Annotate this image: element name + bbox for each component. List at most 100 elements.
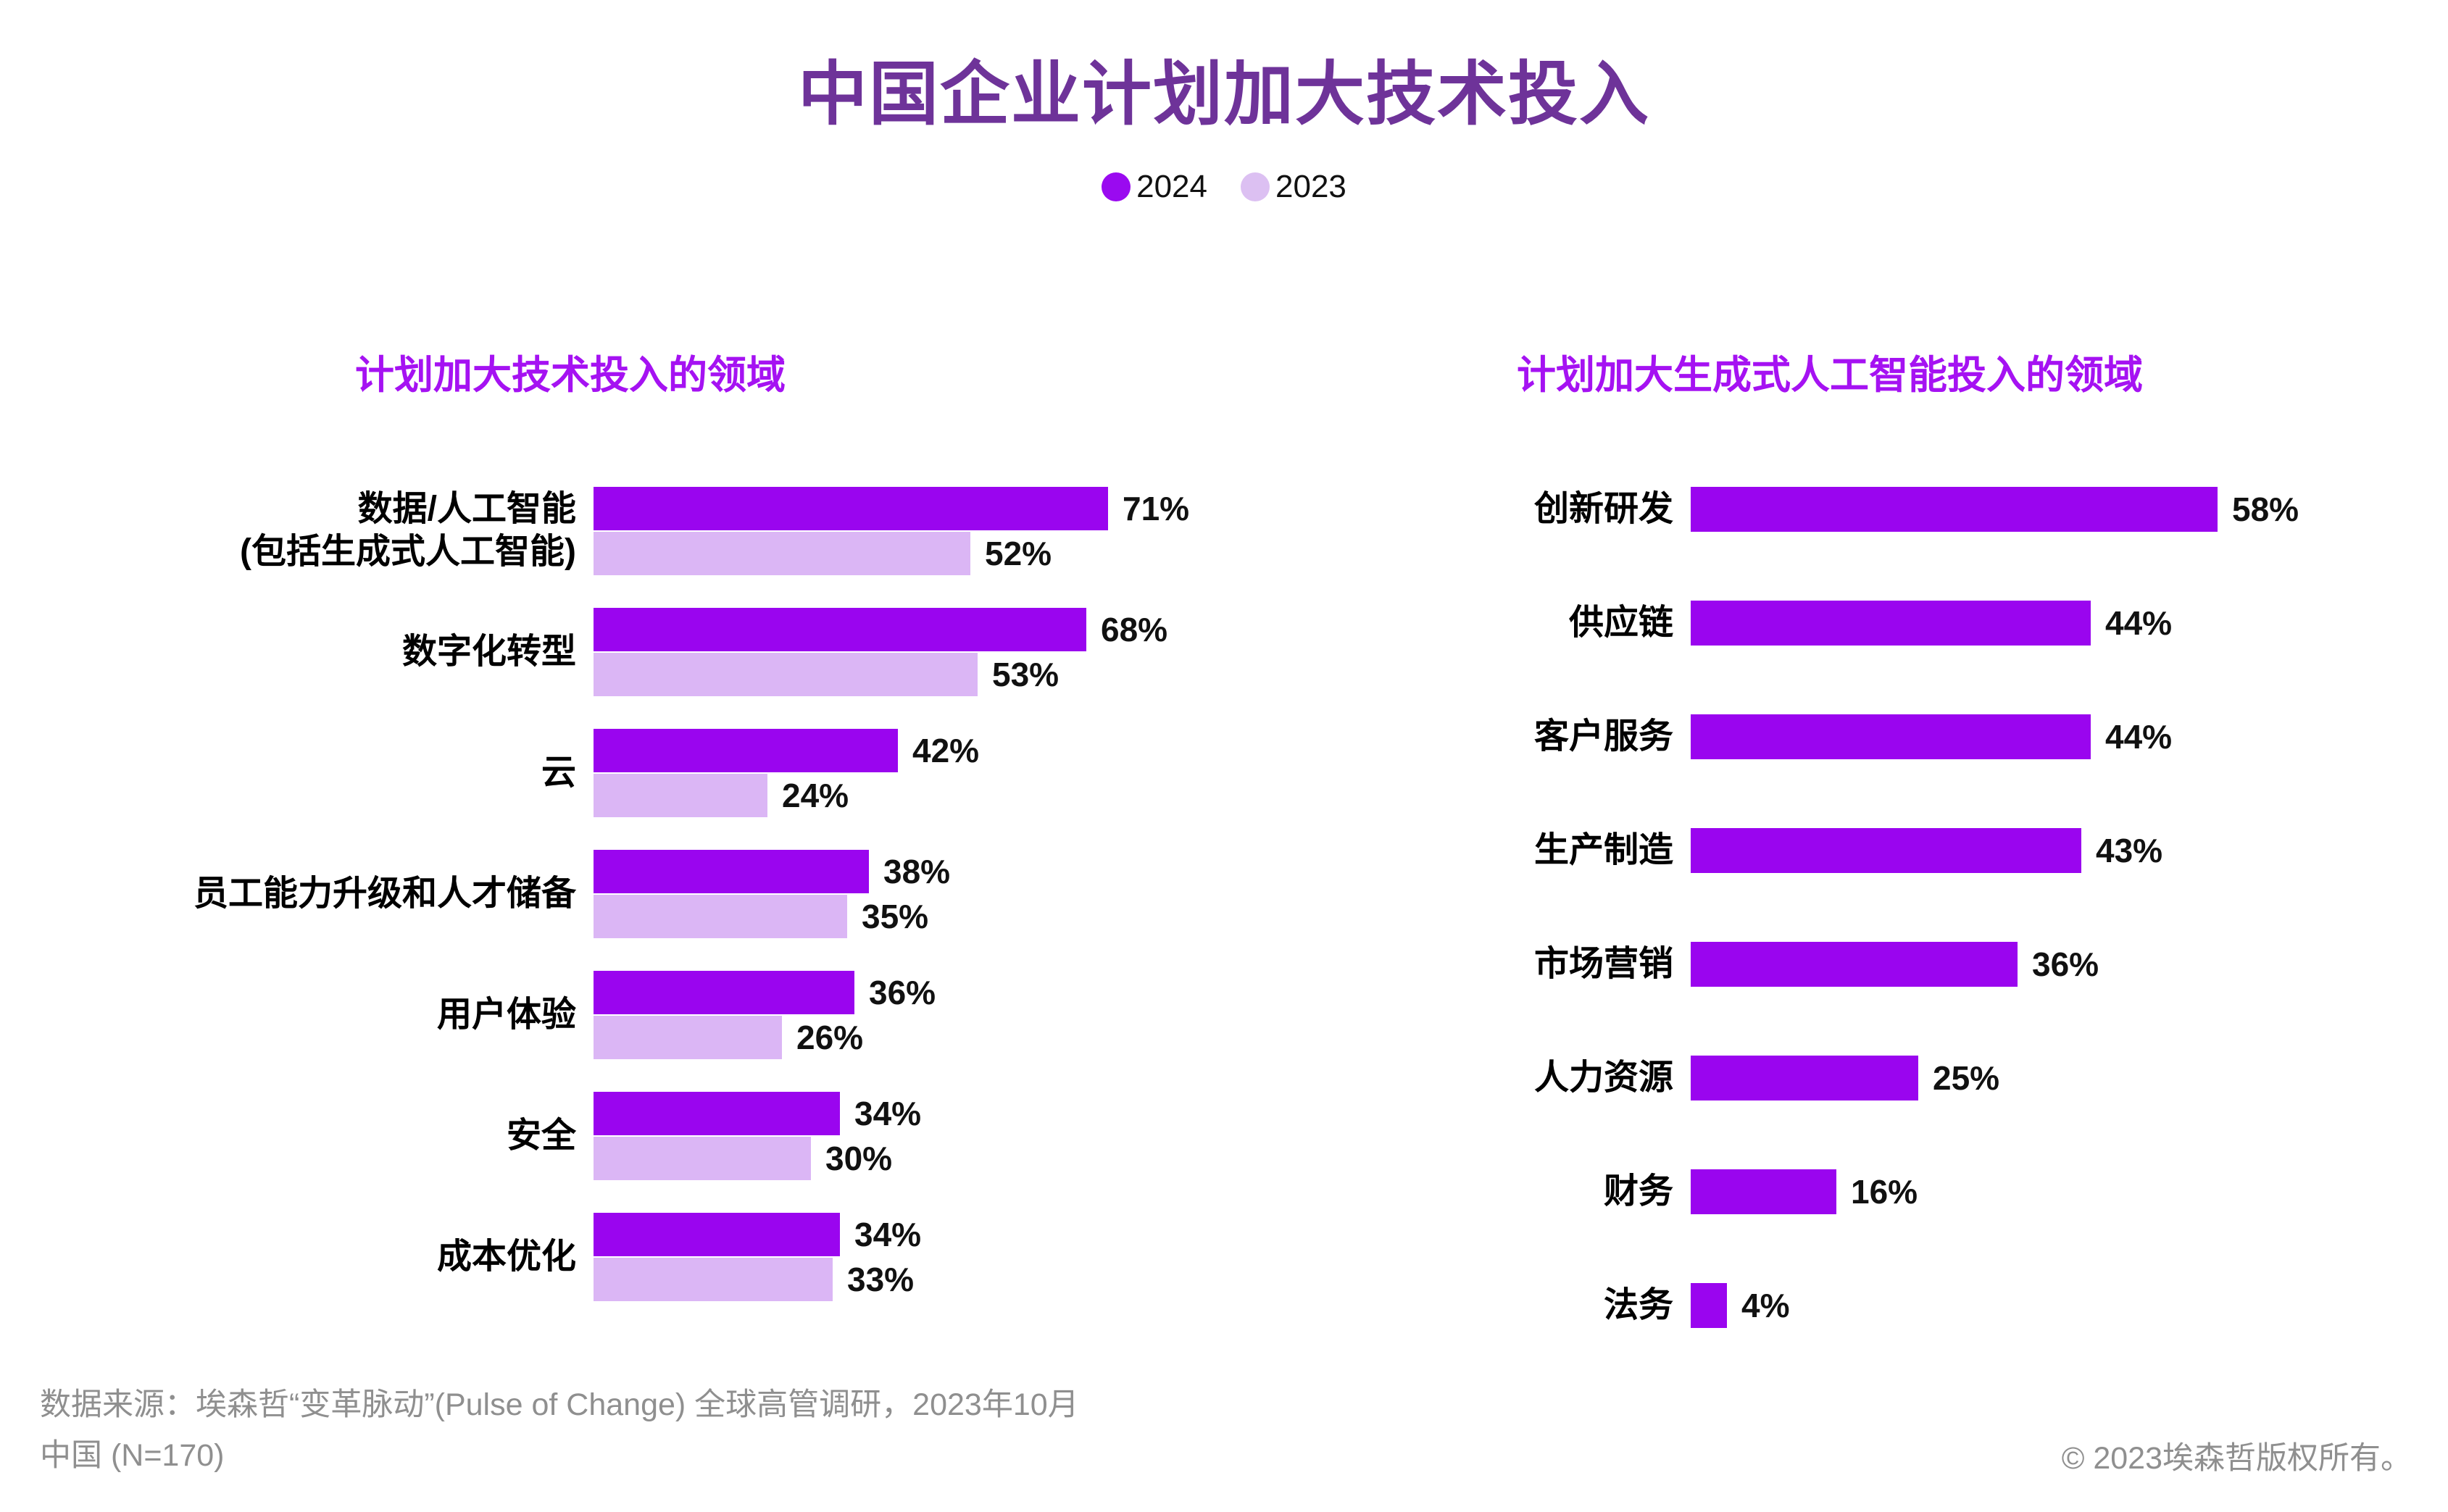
bar-group: 25%	[1691, 1056, 1999, 1100]
bar-2023	[594, 1137, 811, 1180]
bar-line-2024: 25%	[1691, 1056, 1999, 1100]
bar-line-2023: 35%	[594, 895, 950, 938]
bar-group: 43%	[1691, 828, 2162, 873]
bar-group: 34% 33%	[594, 1213, 921, 1301]
bar-2023	[594, 653, 978, 696]
bar-group: 36% 26%	[594, 971, 936, 1059]
value-label-2023: 33%	[847, 1261, 915, 1298]
value-label-2023: 30%	[825, 1140, 893, 1177]
value-label-2024: 34%	[854, 1216, 922, 1253]
bar-line-2024: 36%	[594, 971, 936, 1014]
bar-2024	[1691, 1169, 1836, 1214]
chart-row: 生产制造 43%	[1434, 828, 2299, 873]
value-label-2024: 43%	[2096, 832, 2163, 869]
bar-2023	[594, 1258, 833, 1301]
chart-rows-0: 数据/人工智能 (包括生成式人工智能) 71% 52% 数字化转型 68% 53% 云 42%…	[40, 487, 1214, 1301]
bar-line-2023: 52%	[594, 532, 1189, 575]
chart-row: 用户体验 36% 26%	[40, 971, 1214, 1059]
bar-group: 44%	[1691, 714, 2172, 759]
value-label-2024: 36%	[2032, 945, 2099, 983]
bar-group: 38% 35%	[594, 850, 950, 938]
chart-legend: 2024 2023	[0, 169, 2448, 205]
bar-group: 71% 52%	[594, 487, 1189, 575]
left-chart-title: 计划加大技术投入的领域	[355, 354, 786, 397]
bar-2024	[594, 1092, 840, 1135]
category-label: 创新研发	[1533, 489, 1673, 528]
category-label: 供应链	[1568, 603, 1673, 642]
bar-line-2023: 26%	[594, 1016, 936, 1059]
bar-group: 4%	[1691, 1283, 1789, 1328]
value-label-2023: 35%	[862, 898, 929, 935]
bar-2024	[594, 1213, 840, 1256]
chart-row: 数据/人工智能 (包括生成式人工智能) 71% 52%	[40, 487, 1214, 575]
chart-row: 数字化转型 68% 53%	[40, 608, 1214, 696]
value-label-2024: 36%	[869, 974, 936, 1011]
category-label: 员工能力升级和人才储备	[193, 874, 576, 913]
bar-2023	[594, 1016, 782, 1059]
chart-rows-1: 创新研发 58% 供应链 44% 客户服务 44% 生产制造 43% 市场营销 36% 人力资源 25…	[1434, 487, 2299, 1328]
chart-row: 供应链 44%	[1434, 601, 2299, 646]
bar-2024	[594, 487, 1108, 530]
category-label: 市场营销	[1533, 944, 1673, 983]
value-label-2023: 53%	[992, 656, 1059, 693]
bar-line-2023: 33%	[594, 1258, 921, 1301]
bar-line-2023: 30%	[594, 1137, 921, 1180]
bar-line-2024: 42%	[594, 729, 979, 772]
category-label: 客户服务	[1533, 717, 1673, 756]
category-label: 生产制造	[1533, 830, 1673, 869]
legend-item-2023: 2023	[1241, 169, 1346, 205]
chart-row: 成本优化 34% 33%	[40, 1213, 1214, 1301]
chart-row: 法务 4%	[1434, 1283, 2299, 1328]
bar-group: 16%	[1691, 1169, 1918, 1214]
copyright-note: © 2023埃森哲版权所有。	[2061, 1441, 2412, 1476]
value-label-2024: 68%	[1101, 611, 1168, 648]
chart-row: 市场营销 36%	[1434, 942, 2299, 987]
chart-row: 安全 34% 30%	[40, 1092, 1214, 1180]
bar-line-2024: 34%	[594, 1092, 921, 1135]
bar-2024	[594, 850, 869, 893]
bar-line-2024: 4%	[1691, 1283, 1789, 1328]
bar-group: 68% 53%	[594, 608, 1167, 696]
bar-line-2023: 24%	[594, 774, 979, 817]
charts-section: 计划加大技术投入的领域 数据/人工智能 (包括生成式人工智能) 71% 52% 数字化…	[0, 343, 2448, 1397]
category-label: 数据/人工智能 (包括生成式人工智能)	[240, 490, 576, 571]
bar-2024	[1691, 828, 2081, 873]
bar-2024	[1691, 1056, 1918, 1100]
value-label-2024: 4%	[1741, 1287, 1790, 1324]
value-label-2023: 24%	[782, 777, 849, 814]
bar-line-2024: 43%	[1691, 828, 2162, 873]
chart-row: 员工能力升级和人才储备 38% 35%	[40, 850, 1214, 938]
bar-2024	[1691, 942, 2018, 987]
bar-2024	[1691, 714, 2091, 759]
bar-2023	[594, 774, 767, 817]
category-label: 用户体验	[436, 995, 576, 1034]
source-line-1: 数据来源：埃森哲“变革脉动”(Pulse of Change) 全球高管调研，2…	[40, 1387, 1079, 1422]
bar-group: 42% 24%	[594, 729, 979, 817]
bar-line-2024: 44%	[1691, 601, 2172, 646]
value-label-2023: 26%	[796, 1019, 864, 1056]
bar-line-2024: 44%	[1691, 714, 2172, 759]
bar-2023	[594, 532, 970, 575]
category-label: 法务	[1603, 1285, 1673, 1324]
legend-dot-2024-icon	[1102, 172, 1131, 201]
bar-group: 58%	[1691, 487, 2299, 532]
bar-line-2024: 16%	[1691, 1169, 1918, 1214]
left-chart: 计划加大技术投入的领域 数据/人工智能 (包括生成式人工智能) 71% 52% 数字化…	[40, 343, 1214, 1397]
bar-group: 34% 30%	[594, 1092, 921, 1180]
bar-2024	[1691, 487, 2218, 532]
legend-dot-2023-icon	[1241, 172, 1270, 201]
chart-row: 云 42% 24%	[40, 729, 1214, 817]
bar-2024	[594, 608, 1086, 651]
bar-group: 36%	[1691, 942, 2099, 987]
category-label: 安全	[506, 1116, 576, 1155]
right-chart: 计划加大生成式人工智能投入的领域 创新研发 58% 供应链 44% 客户服务 44% 生产制…	[1434, 343, 2299, 1397]
value-label-2024: 16%	[1851, 1173, 1918, 1211]
bar-2024	[1691, 601, 2091, 646]
value-label-2024: 42%	[912, 732, 980, 769]
bar-line-2024: 68%	[594, 608, 1167, 651]
source-line-2: 中国 (N=170)	[40, 1437, 225, 1473]
value-label-2024: 58%	[2232, 490, 2299, 528]
category-label: 数字化转型	[401, 632, 576, 671]
value-label-2024: 38%	[883, 853, 951, 890]
